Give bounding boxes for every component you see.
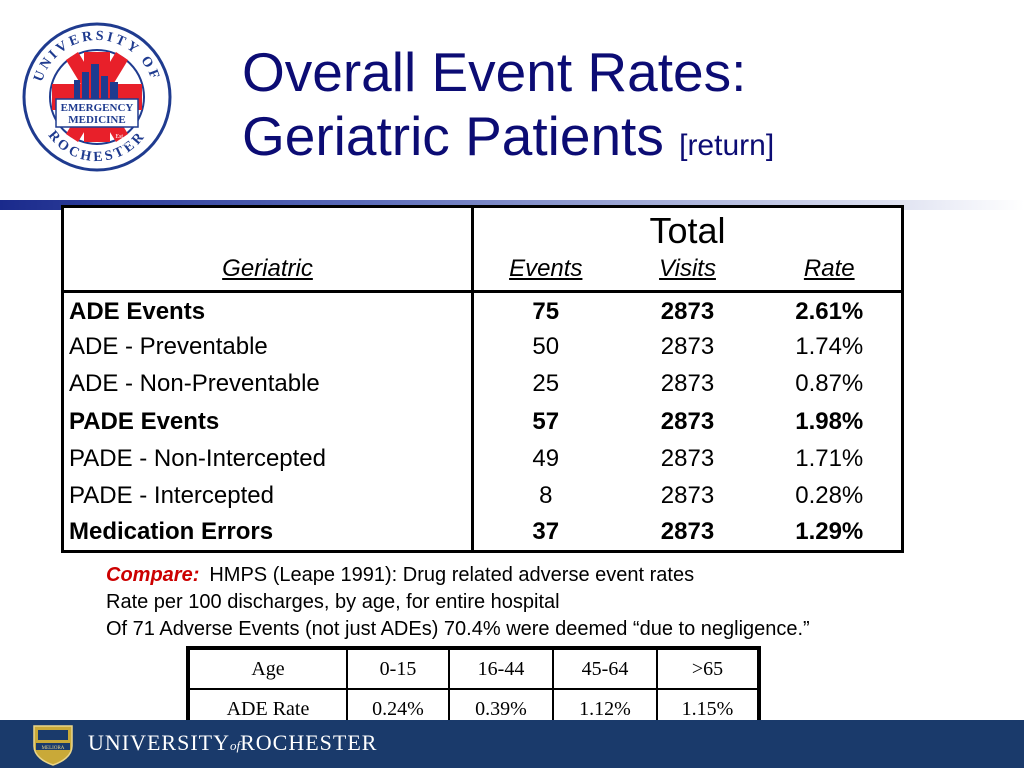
notes-line-3: Of 71 Adverse Events (not just ADEs) 70.… xyxy=(106,618,810,640)
events-value: 8 xyxy=(539,481,553,509)
table-row: ADE - Preventable 50 2873 1.74% xyxy=(62,328,903,366)
events-header: Events xyxy=(509,254,583,282)
events-value: 49 xyxy=(532,444,560,472)
skyline-icon xyxy=(74,64,118,100)
hmps-age-group: >65 xyxy=(656,648,759,690)
rate-header-cell: Rate xyxy=(757,251,903,294)
table-row: ADE Events 75 2873 2.61% xyxy=(62,291,903,329)
slide-title: Overall Event Rates: Geriatric Patients … xyxy=(242,40,774,178)
title-line-2-text: Geriatric Patients xyxy=(242,105,664,167)
row-label: PADE Events xyxy=(62,403,474,441)
hmps-age-group: 45-64 xyxy=(552,648,658,690)
rate-value: 1.98% xyxy=(795,407,864,435)
footer-bar: MELIORA UNIVERSITYofROCHESTER xyxy=(0,720,1024,768)
events-value: 25 xyxy=(532,370,560,398)
geriatric-header-cell: Geriatric xyxy=(62,251,474,294)
rate-value: 1.74% xyxy=(795,333,864,361)
rate-header: Rate xyxy=(803,254,855,282)
table-row: PADE - Non-Intercepted 49 2873 1.71% xyxy=(62,440,903,478)
row-label: Medication Errors xyxy=(62,514,474,552)
row-label: ADE Events xyxy=(62,291,474,329)
visits-value: 2873 xyxy=(660,518,715,546)
title-line-2: Geriatric Patients [return] xyxy=(242,104,774,178)
row-label: ADE - Non-Preventable xyxy=(62,365,474,404)
visits-value: 2873 xyxy=(660,297,715,325)
visits-value: 2873 xyxy=(660,407,715,435)
row-label: ADE - Preventable xyxy=(62,328,474,366)
hmps-age-row: Age 0-15 16-44 45-64 >65 xyxy=(188,648,759,690)
hmps-age-group: 16-44 xyxy=(448,648,554,690)
logo-est: Est. xyxy=(115,134,125,140)
events-header-cell: Events xyxy=(472,251,618,294)
events-value: 75 xyxy=(532,297,560,325)
events-value: 50 xyxy=(532,333,560,361)
rate-value: 0.28% xyxy=(795,481,864,509)
wordmark-rochester: ROCHESTER xyxy=(240,730,378,755)
hmps-age-group: 0-15 xyxy=(346,648,450,690)
header-row-2: Geriatric Events Visits Rate xyxy=(62,251,903,294)
table-row: ADE - Non-Preventable 25 2873 0.87% xyxy=(62,365,903,404)
emergency-medicine-logo: UNIVERSITY OF ROCHESTER EMERGENCY MEDICI… xyxy=(22,22,172,172)
row-label: PADE - Intercepted xyxy=(62,477,474,515)
visits-value: 2873 xyxy=(660,333,715,361)
hmps-age-label: Age xyxy=(188,648,348,690)
notes-line-2: Rate per 100 discharges, by age, for ent… xyxy=(106,591,560,613)
compare-notes: Compare: HMPS (Leape 1991): Drug related … xyxy=(106,562,810,643)
visits-value: 2873 xyxy=(660,370,715,398)
notes-line-1: Compare: HMPS (Leape 1991): Drug related … xyxy=(106,562,810,589)
compare-label: Compare: xyxy=(106,564,200,586)
empty-header-cell xyxy=(62,206,474,252)
crest-motto: MELIORA xyxy=(42,746,65,751)
table-row: PADE Events 57 2873 1.98% xyxy=(62,403,903,441)
logo-year: 1994 xyxy=(114,142,126,148)
row-label: PADE - Non-Intercepted xyxy=(62,440,474,478)
visits-value: 2873 xyxy=(660,444,715,472)
university-crest-icon: MELIORA xyxy=(33,725,73,766)
visits-header-cell: Visits xyxy=(617,251,758,294)
visits-value: 2873 xyxy=(660,481,715,509)
logo-line1: EMERGENCY xyxy=(61,102,134,114)
geriatric-event-table: Total Geriatric Events Visits Rate ADE E… xyxy=(61,205,904,553)
table-row: PADE - Intercepted 8 2873 0.28% xyxy=(62,477,903,515)
rate-value: 1.71% xyxy=(795,444,864,472)
table-row: Medication Errors 37 2873 1.29% xyxy=(62,514,903,552)
wordmark-of: of xyxy=(230,738,241,753)
hmps-ade-rate-table: Age 0-15 16-44 45-64 >65 ADE Rate 0.24% … xyxy=(188,648,759,730)
total-group-header: Total xyxy=(649,210,726,252)
events-value: 37 xyxy=(532,518,560,546)
rate-value: 2.61% xyxy=(795,297,864,325)
visits-header: Visits xyxy=(659,254,716,282)
title-line-1: Overall Event Rates: xyxy=(242,41,747,103)
logo-line2: MEDICINE xyxy=(68,114,125,126)
geriatric-header: Geriatric xyxy=(222,254,313,282)
rate-value: 1.29% xyxy=(795,518,864,546)
events-value: 57 xyxy=(532,407,560,435)
header-row-1: Total xyxy=(62,206,903,252)
wordmark-university: UNIVERSITY xyxy=(88,730,230,755)
notes-line-1-text: HMPS (Leape 1991): Drug related adverse … xyxy=(209,564,695,586)
return-link[interactable]: [return] xyxy=(679,129,775,162)
university-wordmark: UNIVERSITYofROCHESTER xyxy=(88,730,377,756)
rate-value: 0.87% xyxy=(795,370,864,398)
